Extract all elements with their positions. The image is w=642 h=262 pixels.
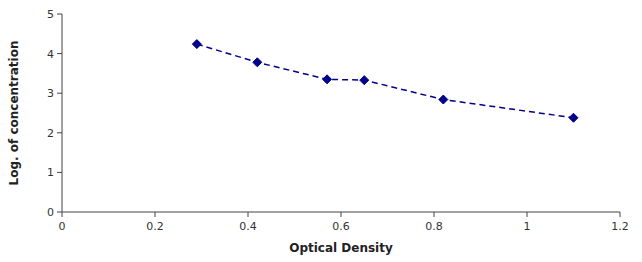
y-tick <box>57 93 62 94</box>
x-tick <box>341 212 342 217</box>
x-tick <box>434 212 435 217</box>
y-tick <box>57 14 62 15</box>
x-tick-label: 0.4 <box>239 220 257 233</box>
x-tick-label: 0.6 <box>332 220 350 233</box>
x-tick-label: 0.8 <box>425 220 443 233</box>
plot-area <box>192 40 578 123</box>
chart: 0 0.2 0.4 0.6 0.8 1 1.2 0 1 2 3 4 5 Optical Density Lo… <box>0 0 642 262</box>
y-tick <box>57 172 62 173</box>
x-tick <box>248 212 249 217</box>
background <box>0 0 642 262</box>
line <box>197 44 574 118</box>
y-tick <box>57 53 62 54</box>
x-tick <box>62 212 63 217</box>
x-axis-label: Optical Density <box>289 241 393 255</box>
y-tick-label: 5 <box>47 8 54 21</box>
marker <box>569 113 578 122</box>
marker <box>360 76 369 85</box>
y-tick-label: 2 <box>47 127 54 140</box>
x-tick <box>620 212 621 217</box>
marker <box>323 75 332 84</box>
marker <box>192 40 201 49</box>
x-tick-label: 0 <box>59 220 66 233</box>
y-axis-label: Log. of concentration <box>7 41 21 186</box>
y-axis-line <box>62 14 63 212</box>
y-tick-label: 4 <box>47 48 54 61</box>
axes: 0 0.2 0.4 0.6 0.8 1 1.2 0 1 2 3 4 5 <box>47 8 629 233</box>
x-tick-label: 0.2 <box>146 220 164 233</box>
x-tick <box>527 212 528 217</box>
x-tick-label: 1 <box>524 220 531 233</box>
y-tick-label: 3 <box>47 87 54 100</box>
marker <box>439 95 448 104</box>
y-tick-label: 1 <box>47 166 54 179</box>
y-tick <box>57 132 62 133</box>
x-tick <box>155 212 156 217</box>
x-tick-label: 1.2 <box>611 220 629 233</box>
y-tick-label: 0 <box>47 206 54 219</box>
marker <box>253 58 262 67</box>
y-tick <box>57 212 62 213</box>
